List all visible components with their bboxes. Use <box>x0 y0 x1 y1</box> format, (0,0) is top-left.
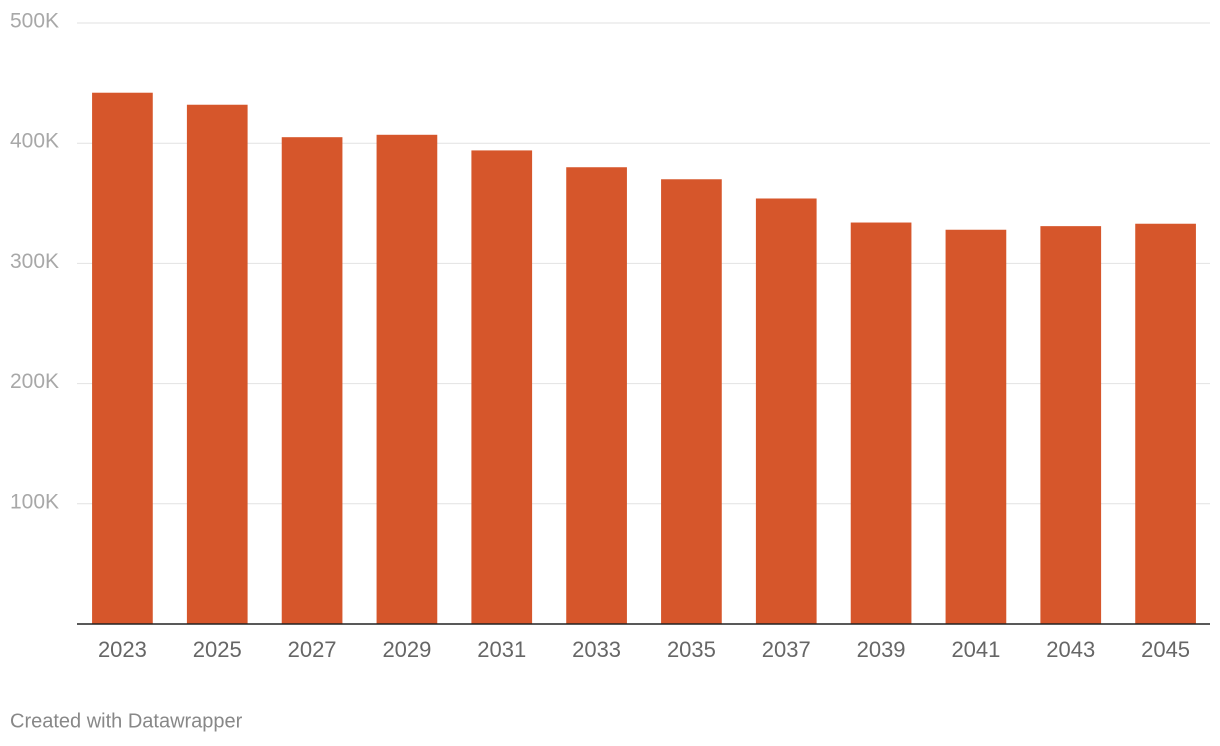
x-tick-label: 2025 <box>193 637 242 662</box>
x-tick-label: 2035 <box>667 637 716 662</box>
y-tick-label: 300K <box>10 250 59 273</box>
bar <box>945 229 1007 624</box>
x-tick-label: 2023 <box>98 637 147 662</box>
x-tick-label: 2037 <box>762 637 811 662</box>
x-tick-label: 2045 <box>1141 637 1190 662</box>
x-tick-label: 2043 <box>1046 637 1095 662</box>
bar <box>566 167 627 625</box>
x-tick-label: 2027 <box>288 637 337 662</box>
bar <box>755 198 817 624</box>
credit: Created with Datawrapper <box>10 710 243 732</box>
x-tick-label: 2029 <box>382 637 431 662</box>
y-tick-label: 100K <box>10 490 59 513</box>
bar <box>850 222 912 625</box>
x-tick-label: 2031 <box>477 637 526 662</box>
bar <box>1040 226 1102 624</box>
bar <box>92 92 153 624</box>
bar <box>661 179 722 624</box>
bar <box>376 134 438 624</box>
bar <box>1135 223 1196 624</box>
bar <box>281 137 343 624</box>
y-tick-label: 400K <box>10 130 59 153</box>
x-tick-label: 2041 <box>951 637 1000 662</box>
x-tick-label: 2033 <box>572 637 621 662</box>
x-tick-label: 2039 <box>857 637 906 662</box>
y-tick-label: 500K <box>10 10 59 33</box>
y-tick-label: 200K <box>10 370 59 393</box>
bar <box>471 150 533 625</box>
bar <box>186 104 248 624</box>
